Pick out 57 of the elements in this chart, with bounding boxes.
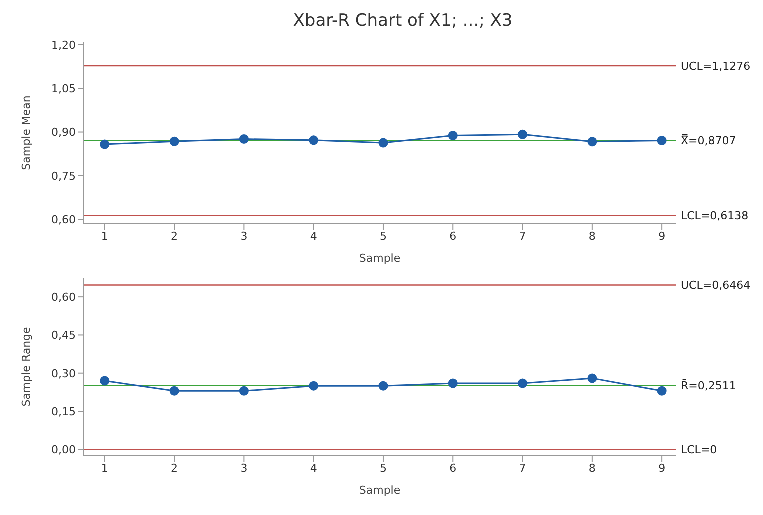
- point: [448, 378, 458, 388]
- y-axis-title: Sample Mean: [20, 96, 33, 170]
- x-tick-label: 9: [658, 462, 666, 475]
- y-tick-label: 0,75: [52, 170, 76, 183]
- point: [239, 134, 249, 144]
- x-axis-title: Sample: [359, 484, 401, 497]
- point: [378, 381, 388, 391]
- x-tick-label: 1: [101, 462, 108, 475]
- x-tick-label: 8: [588, 462, 596, 475]
- y-tick-label: 0,60: [52, 290, 76, 304]
- chart-title: Xbar-R Chart of X1; ...; X3: [292, 10, 514, 33]
- point: [100, 140, 110, 150]
- point: [518, 130, 528, 140]
- ref-line-label: X̿=0,8707: [681, 134, 736, 148]
- point: [588, 137, 598, 147]
- point: [309, 136, 319, 146]
- x-tick-label: 1: [101, 230, 108, 243]
- point: [657, 136, 667, 146]
- point: [309, 381, 319, 391]
- ref-line-label: LCL=0: [681, 444, 718, 457]
- x-tick-label: 6: [450, 462, 457, 475]
- y-tick-label: 0,30: [52, 367, 76, 380]
- point: [518, 378, 528, 388]
- ref-line-label: UCL=0,6464: [681, 279, 751, 292]
- point: [100, 376, 110, 386]
- x-tick-label: 4: [310, 462, 318, 475]
- ref-line-label: UCL=1,1276: [681, 60, 751, 73]
- ref-line-label: LCL=0,6138: [681, 210, 749, 223]
- point: [448, 131, 458, 141]
- point: [378, 138, 388, 148]
- x-tick-label: 3: [240, 462, 248, 475]
- y-tick-label: 1,20: [52, 38, 76, 52]
- y-tick-label: 0,60: [52, 214, 76, 227]
- x-tick-label: 2: [171, 462, 178, 475]
- x-tick-label: 9: [658, 230, 666, 243]
- ref-line-label: R̄=0,2511: [681, 378, 736, 393]
- x-tick-label: 5: [380, 462, 387, 475]
- y-tick-label: 1,05: [52, 82, 76, 96]
- y-axis-title: Sample Range: [20, 326, 33, 407]
- point: [657, 386, 667, 396]
- x-tick-label: 7: [519, 462, 526, 475]
- point: [239, 386, 249, 396]
- x-tick-label: 7: [519, 230, 526, 243]
- x-axis-title: Sample: [359, 252, 401, 265]
- point: [588, 374, 598, 384]
- x-tick-label: 2: [171, 230, 178, 243]
- x-tick-label: 4: [310, 230, 318, 243]
- x-tick-label: 5: [380, 230, 387, 243]
- y-tick-label: 0,90: [52, 126, 76, 140]
- point: [170, 386, 180, 396]
- x-tick-label: 8: [588, 230, 596, 243]
- y-tick-label: 0,00: [52, 444, 76, 457]
- y-tick-label: 0,45: [52, 329, 76, 342]
- point: [170, 136, 180, 146]
- x-tick-label: 6: [450, 230, 457, 243]
- x-tick-label: 3: [240, 230, 248, 243]
- y-tick-label: 0,15: [52, 405, 76, 418]
